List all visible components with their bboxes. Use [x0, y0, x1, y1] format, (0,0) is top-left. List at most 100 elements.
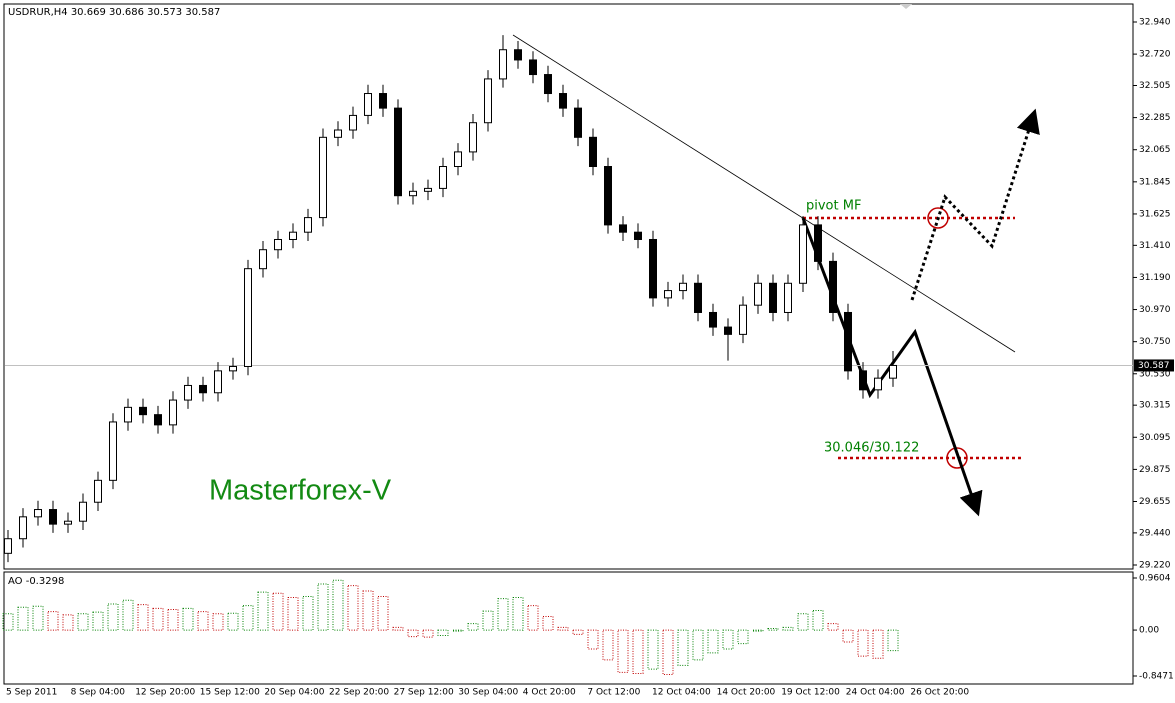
ao-bar	[632, 629, 644, 674]
y-tick-label: 29.655	[1139, 497, 1171, 507]
ao-bar	[272, 592, 284, 631]
candle-body	[634, 231, 642, 240]
candle-body	[514, 49, 522, 61]
main-panel	[3, 3, 1134, 570]
candle-body	[244, 268, 252, 367]
ao-bar	[377, 595, 389, 631]
y-tick-label: 32.065	[1139, 145, 1171, 155]
ao-bar	[302, 595, 314, 631]
ao-bar	[167, 608, 179, 631]
candle-body	[94, 479, 102, 503]
ao-bar	[347, 585, 359, 631]
y-tick-label: 29.440	[1139, 528, 1171, 538]
candle-body	[154, 414, 162, 426]
x-tick-label: 14 Oct 20:00	[717, 688, 776, 698]
ao-bar	[227, 612, 239, 631]
candle-body	[769, 282, 777, 313]
price-box	[1134, 359, 1174, 372]
ao-bar	[527, 605, 539, 631]
candle-body	[499, 49, 507, 80]
candle-body	[574, 107, 582, 138]
candle-body	[139, 406, 147, 416]
candle-body	[844, 311, 852, 372]
ao-bar	[242, 605, 254, 631]
ao-bar	[122, 599, 134, 631]
ao-bar	[92, 611, 104, 631]
candle-body	[214, 370, 222, 394]
candle-body	[349, 114, 357, 131]
ao-bar	[362, 590, 374, 631]
candle-body	[784, 282, 792, 313]
y-tick-label: 30.530	[1139, 369, 1171, 379]
candle-body	[679, 282, 687, 292]
ao-bar	[842, 629, 854, 643]
y-tick-label: 30.750	[1139, 337, 1171, 347]
candle-body	[424, 187, 432, 192]
ao-bar	[137, 604, 149, 631]
candle-body	[439, 166, 447, 189]
y-tick-label: 31.190	[1139, 273, 1171, 283]
x-tick-label: 7 Oct 12:00	[587, 688, 640, 698]
ao-bar	[752, 629, 764, 632]
ao-bar	[212, 613, 224, 631]
ao-bar	[572, 629, 584, 635]
y-tick-label: 32.505	[1139, 81, 1171, 91]
y-tick-label: -0.8471	[1139, 672, 1174, 682]
ao-bar	[827, 623, 839, 631]
y-tick-label: 30.970	[1139, 305, 1171, 315]
chart-title: USDRUR,H4 30.669 30.686 30.573 30.587	[8, 7, 220, 18]
price-label: 30.587	[1138, 361, 1170, 371]
candle-body	[409, 190, 417, 197]
candle-body	[304, 217, 312, 233]
candle-body	[799, 224, 807, 284]
candle-body	[229, 365, 237, 372]
ao-bar	[602, 629, 614, 661]
candle-body	[259, 249, 267, 270]
trend-line	[512, 34, 1016, 353]
candle-body	[709, 311, 717, 328]
ao-bar	[812, 610, 824, 631]
x-tick-label: 12 Oct 04:00	[652, 688, 711, 698]
candle-body	[829, 260, 837, 313]
candle-body	[664, 290, 672, 299]
ao-bar	[767, 627, 779, 631]
ao-bar	[677, 629, 689, 666]
candle-body	[274, 238, 282, 251]
ao-bar	[62, 614, 74, 631]
x-tick-label: 4 Oct 20:00	[523, 688, 576, 698]
candle-body	[739, 304, 747, 335]
candle-body	[529, 59, 537, 76]
x-tick-label: 15 Sep 12:00	[200, 688, 260, 698]
y-tick-label: 32.940	[1139, 18, 1171, 28]
ao-title: AO -0.3298	[8, 576, 64, 587]
ao-bar	[857, 629, 869, 657]
ao-bar	[437, 629, 449, 636]
candle-body	[889, 364, 897, 379]
x-tick-label: 8 Sep 04:00	[71, 688, 126, 698]
y-tick-label: 30.315	[1139, 401, 1171, 411]
candle-body	[19, 516, 27, 540]
ao-bar	[797, 613, 809, 631]
candle-body	[754, 282, 762, 306]
ao-bar	[467, 623, 479, 631]
candle-body	[49, 509, 57, 525]
watermark: Masterforex-V	[209, 475, 392, 507]
y-tick-label: 29.875	[1139, 465, 1171, 475]
candle-body	[199, 384, 207, 394]
y-tick-label: 32.720	[1139, 50, 1171, 60]
y-tick-label: 32.285	[1139, 113, 1171, 123]
candle-body	[34, 509, 42, 518]
candle-body	[604, 166, 612, 226]
y-tick-label: 0.00	[1139, 626, 1159, 636]
ao-bar	[422, 629, 434, 638]
y-tick-label: 29.220	[1139, 561, 1171, 571]
ao-bar	[152, 607, 164, 631]
ao-bar	[887, 629, 899, 652]
candle-body	[364, 93, 372, 116]
candle-body	[469, 122, 477, 153]
ao-bar	[512, 597, 524, 631]
candle-body	[169, 399, 177, 426]
ao-bar	[32, 605, 44, 631]
ao-bar	[257, 591, 269, 631]
x-tick-label: 12 Sep 20:00	[135, 688, 195, 698]
